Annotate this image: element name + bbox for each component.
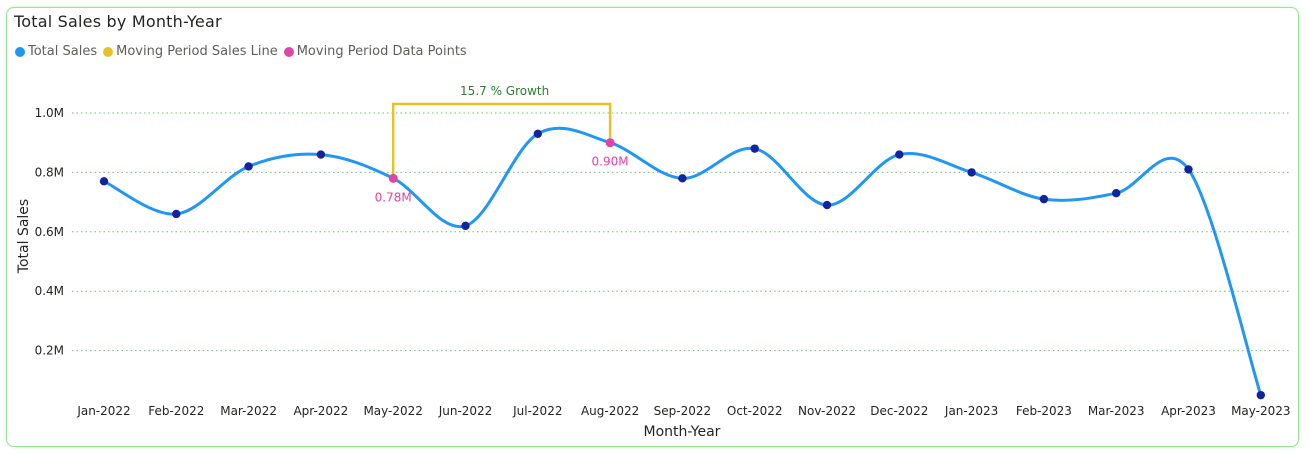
x-tick-label: Sep-2022 bbox=[654, 404, 712, 418]
legend-item-total-sales[interactable]: Total Sales bbox=[15, 44, 97, 59]
data-point bbox=[750, 144, 759, 153]
moving-period-data-point bbox=[605, 138, 615, 148]
data-point bbox=[244, 162, 253, 171]
x-tick-label: Nov-2022 bbox=[798, 404, 856, 418]
x-tick-label: Jan-2022 bbox=[76, 404, 130, 418]
legend-marker-moving-period-data-points bbox=[283, 46, 294, 57]
data-point bbox=[1039, 194, 1049, 204]
legend-label-total-sales: Total Sales bbox=[28, 44, 98, 59]
data-point bbox=[822, 200, 832, 210]
x-tick-label: Feb-2023 bbox=[1016, 404, 1072, 418]
moving-period-end-label: 0.90M bbox=[592, 155, 629, 169]
x-tick-label: Oct-2022 bbox=[727, 404, 783, 418]
y-tick-label: 0.6M bbox=[35, 225, 64, 239]
y-tick-label: 0.4M bbox=[35, 284, 64, 298]
chart-legend: Total Sales Moving Period Sales Line Mov… bbox=[15, 44, 467, 59]
chart-card bbox=[6, 7, 1299, 447]
moving-period-data-point bbox=[388, 173, 398, 183]
chart-title: Total Sales by Month-Year bbox=[14, 12, 222, 31]
growth-label: 15.7 % Growth bbox=[460, 84, 549, 98]
legend-marker-moving-period-sales-line bbox=[103, 46, 114, 57]
x-tick-label: Mar-2023 bbox=[1088, 404, 1145, 418]
x-tick-label: May-2023 bbox=[1231, 404, 1290, 418]
data-point bbox=[895, 150, 904, 159]
y-axis-title: Total Sales bbox=[16, 199, 32, 274]
y-tick-label: 0.8M bbox=[35, 165, 64, 179]
data-point bbox=[461, 221, 470, 231]
x-tick-label: Jan-2023 bbox=[944, 404, 998, 418]
x-tick-label: Jun-2022 bbox=[438, 404, 493, 418]
data-point bbox=[316, 150, 326, 159]
moving-period-line bbox=[391, 102, 612, 179]
x-tick-label: Dec-2022 bbox=[870, 404, 928, 418]
data-point bbox=[678, 174, 687, 183]
data-point bbox=[1112, 188, 1121, 198]
data-point bbox=[99, 177, 109, 186]
data-point bbox=[533, 129, 542, 138]
legend-marker-total-sales bbox=[15, 46, 25, 57]
x-axis-title: Month-Year bbox=[644, 424, 721, 440]
x-tick-label: Jul-2022 bbox=[512, 404, 562, 418]
data-point bbox=[172, 209, 181, 219]
x-tick-label: Aug-2022 bbox=[581, 404, 639, 418]
x-tick-label: May-2022 bbox=[363, 404, 422, 418]
x-tick-label: Apr-2022 bbox=[293, 404, 348, 418]
data-point bbox=[1184, 165, 1193, 174]
x-tick-label: Mar-2022 bbox=[220, 404, 277, 418]
moving-period-start-label: 0.78M bbox=[375, 190, 412, 204]
legend-item-moving-period-sales-line[interactable]: Moving Period Sales Line bbox=[103, 44, 278, 59]
x-tick-label: Apr-2023 bbox=[1161, 404, 1216, 418]
legend-label-moving-period-sales-line: Moving Period Sales Line bbox=[116, 44, 278, 59]
data-point bbox=[967, 168, 976, 177]
data-point bbox=[1256, 390, 1266, 400]
y-tick-label: 0.2M bbox=[35, 344, 64, 358]
x-tick-label: Feb-2022 bbox=[148, 404, 204, 418]
legend-label-moving-period-data-points: Moving Period Data Points bbox=[296, 44, 467, 59]
series-line-total-sales bbox=[102, 126, 1263, 397]
y-tick-label: 1.0M bbox=[35, 106, 64, 120]
legend-item-moving-period-data-points[interactable]: Moving Period Data Points bbox=[283, 44, 467, 59]
